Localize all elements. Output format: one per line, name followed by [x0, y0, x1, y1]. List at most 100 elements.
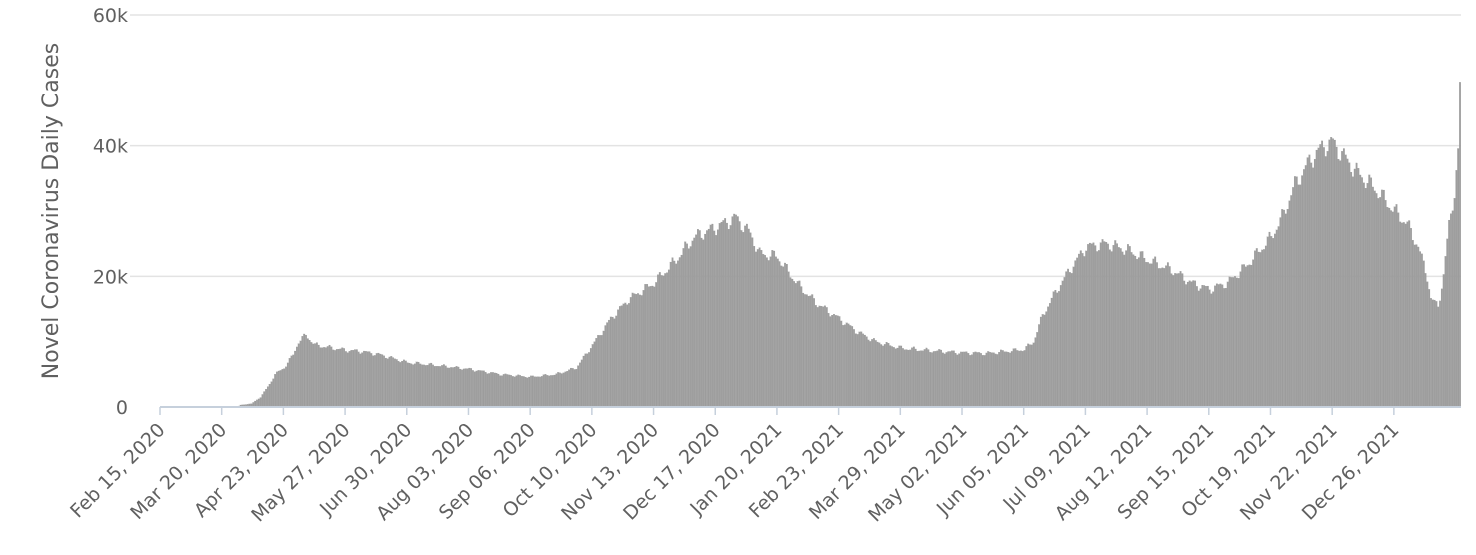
daily-case-bar[interactable] — [415, 361, 418, 408]
daily-case-bar[interactable] — [1170, 273, 1173, 408]
daily-case-bar[interactable] — [940, 349, 942, 408]
daily-case-bar[interactable] — [1401, 222, 1403, 408]
daily-case-bar[interactable] — [285, 366, 287, 408]
daily-case-bar[interactable] — [1196, 286, 1198, 408]
daily-case-bar[interactable] — [1145, 262, 1148, 408]
daily-case-bar[interactable] — [1154, 256, 1157, 408]
daily-case-bar[interactable] — [775, 256, 777, 408]
daily-case-bar[interactable] — [731, 216, 734, 408]
daily-case-bar[interactable] — [423, 364, 425, 408]
daily-case-bar[interactable] — [1442, 274, 1445, 408]
daily-case-bar[interactable] — [1386, 207, 1389, 408]
daily-case-bar[interactable] — [1362, 182, 1365, 408]
daily-case-bar[interactable] — [642, 290, 645, 408]
daily-case-bar[interactable] — [403, 359, 405, 408]
daily-case-bar[interactable] — [433, 366, 436, 408]
daily-case-bar[interactable] — [833, 314, 835, 408]
daily-case-bar[interactable] — [838, 316, 841, 408]
daily-case-bar[interactable] — [428, 363, 431, 408]
daily-case-bar[interactable] — [1139, 251, 1142, 408]
daily-case-bar[interactable] — [894, 348, 897, 408]
daily-case-bar[interactable] — [882, 345, 884, 408]
daily-case-bar[interactable] — [355, 349, 358, 408]
daily-case-bar[interactable] — [288, 358, 291, 408]
daily-case-bar[interactable] — [865, 336, 868, 408]
daily-case-bar[interactable] — [667, 269, 670, 408]
daily-case-bar[interactable] — [343, 348, 345, 408]
daily-case-bar[interactable] — [726, 222, 728, 408]
daily-case-bar[interactable] — [1430, 298, 1432, 408]
daily-case-bar[interactable] — [934, 351, 937, 408]
daily-case-bar[interactable] — [374, 355, 376, 408]
daily-case-bar[interactable] — [613, 318, 616, 408]
daily-case-bar[interactable] — [1078, 253, 1080, 408]
daily-case-bar[interactable] — [491, 372, 494, 408]
daily-case-bar[interactable] — [856, 334, 859, 408]
daily-case-bar[interactable] — [923, 349, 926, 408]
daily-case-bar[interactable] — [1025, 346, 1028, 408]
daily-case-bar[interactable] — [1330, 137, 1333, 408]
daily-case-bar[interactable] — [1364, 188, 1367, 408]
daily-case-bar[interactable] — [1244, 266, 1247, 408]
daily-case-bar[interactable] — [1087, 244, 1089, 408]
daily-case-bar[interactable] — [419, 363, 422, 408]
daily-case-bar[interactable] — [535, 376, 538, 408]
daily-case-bar[interactable] — [969, 355, 972, 408]
daily-case-bar[interactable] — [1306, 157, 1309, 408]
daily-case-bar[interactable] — [1284, 213, 1287, 408]
daily-case-bar[interactable] — [522, 376, 525, 408]
daily-case-bar[interactable] — [791, 278, 794, 408]
daily-case-bar[interactable] — [1190, 281, 1193, 408]
daily-case-bar[interactable] — [1125, 250, 1128, 408]
daily-case-bar[interactable] — [1440, 288, 1443, 408]
daily-case-bar[interactable] — [869, 341, 872, 408]
daily-case-bar[interactable] — [1217, 284, 1220, 408]
daily-case-bar[interactable] — [1413, 244, 1416, 408]
daily-case-bar[interactable] — [577, 365, 580, 408]
daily-case-bar[interactable] — [575, 369, 578, 408]
daily-case-bar[interactable] — [1041, 314, 1044, 408]
daily-case-bar[interactable] — [698, 230, 701, 408]
daily-case-bar[interactable] — [1304, 165, 1307, 408]
daily-case-bar[interactable] — [557, 372, 560, 408]
daily-case-bar[interactable] — [328, 344, 331, 408]
daily-case-bar[interactable] — [1141, 251, 1144, 408]
daily-case-bar[interactable] — [325, 347, 327, 408]
daily-case-bar[interactable] — [769, 256, 772, 408]
daily-case-bar[interactable] — [1377, 198, 1380, 408]
daily-case-bar[interactable] — [628, 303, 630, 408]
daily-case-bar[interactable] — [847, 323, 850, 408]
daily-case-bar[interactable] — [375, 353, 378, 408]
daily-case-bar[interactable] — [406, 362, 409, 408]
daily-case-bar[interactable] — [381, 354, 384, 408]
daily-case-bar[interactable] — [854, 333, 857, 408]
daily-case-bar[interactable] — [1063, 277, 1066, 408]
daily-case-bar[interactable] — [1045, 311, 1048, 408]
daily-case-bar[interactable] — [958, 353, 961, 408]
daily-case-bar[interactable] — [337, 349, 340, 408]
daily-case-bar[interactable] — [773, 250, 776, 408]
daily-case-bar[interactable] — [802, 292, 805, 408]
daily-case-bar[interactable] — [531, 375, 534, 408]
daily-case-bar[interactable] — [793, 281, 795, 408]
daily-case-bar[interactable] — [1108, 249, 1111, 408]
daily-case-bar[interactable] — [486, 373, 489, 408]
daily-case-bar[interactable] — [421, 364, 424, 408]
daily-case-bar[interactable] — [1348, 162, 1351, 408]
daily-case-bar[interactable] — [666, 272, 668, 408]
daily-case-bar[interactable] — [453, 366, 456, 408]
daily-case-bar[interactable] — [1054, 289, 1057, 408]
daily-case-bar[interactable] — [1137, 257, 1140, 408]
daily-case-bar[interactable] — [413, 363, 416, 408]
daily-case-bar[interactable] — [664, 273, 667, 408]
daily-case-bar[interactable] — [354, 349, 356, 408]
daily-case-bar[interactable] — [1241, 264, 1244, 408]
daily-case-bar[interactable] — [620, 305, 623, 408]
daily-case-bar[interactable] — [364, 351, 367, 408]
daily-case-bar[interactable] — [444, 365, 447, 408]
daily-case-bar[interactable] — [308, 340, 311, 408]
daily-case-bar[interactable] — [559, 372, 561, 408]
daily-case-bar[interactable] — [1375, 193, 1378, 408]
daily-case-bar[interactable] — [564, 371, 567, 408]
daily-case-bar[interactable] — [1081, 253, 1084, 408]
